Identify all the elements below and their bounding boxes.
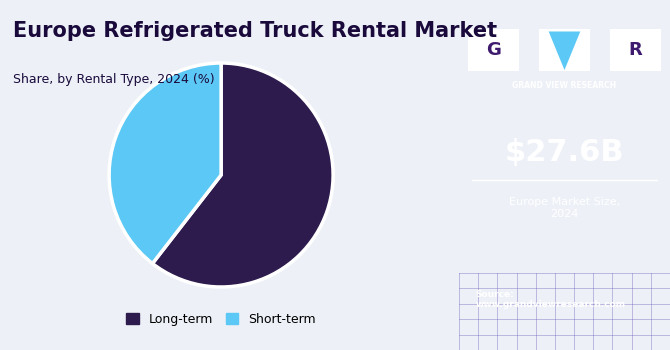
Text: Share, by Rental Type, 2024 (%): Share, by Rental Type, 2024 (%) [13,74,215,86]
Wedge shape [109,63,221,264]
FancyBboxPatch shape [539,29,590,71]
Wedge shape [153,63,333,287]
Polygon shape [549,32,580,70]
Text: Source:
www.grandviewresearch.com: Source: www.grandviewresearch.com [476,289,626,309]
FancyBboxPatch shape [610,29,661,71]
Legend: Long-term, Short-term: Long-term, Short-term [121,308,321,331]
Text: Europe Market Size,
2024: Europe Market Size, 2024 [509,197,620,219]
FancyBboxPatch shape [468,29,519,71]
Text: R: R [628,41,643,60]
Text: GRAND VIEW RESEARCH: GRAND VIEW RESEARCH [513,81,616,90]
Text: $27.6B: $27.6B [505,138,624,167]
Text: G: G [486,41,500,60]
Text: Europe Refrigerated Truck Rental Market: Europe Refrigerated Truck Rental Market [13,21,498,41]
